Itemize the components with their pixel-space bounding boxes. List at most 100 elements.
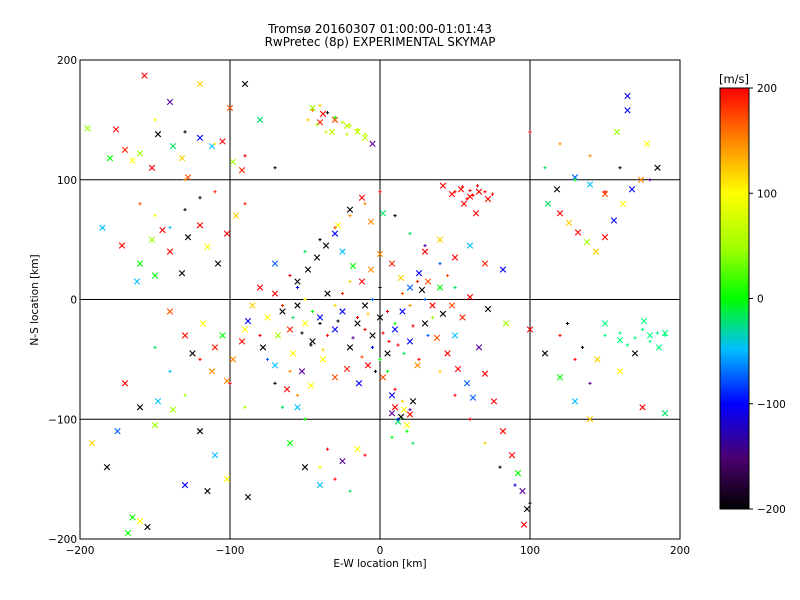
data-point-plus [400,291,405,296]
data-point-plus [321,348,325,352]
data-point-x [307,382,315,389]
data-point-plus [153,345,157,349]
data-point-x [279,308,286,315]
x-tick-label: 0 [377,545,384,557]
data-point-x [346,344,354,351]
data-point-plus [280,303,285,308]
data-point-x [322,242,330,249]
data-point-x [628,186,636,193]
data-point-plus [438,261,442,266]
data-point-x [136,150,144,157]
data-point-plus [363,132,367,136]
data-point-plus [603,333,607,338]
data-point-plus [265,357,270,361]
data-point-x [154,398,162,405]
data-point-x [592,248,600,255]
data-point-plus [405,429,409,433]
x-tick-label: 200 [670,545,690,557]
data-point-plus [648,178,652,182]
data-point-x [301,463,309,471]
data-point-x [466,293,474,301]
data-point-x [397,274,405,282]
data-point-x [244,317,252,325]
colorbar-tick-label: 200 [757,83,777,95]
data-point-x [184,174,192,181]
data-point-x [439,182,447,189]
data-point-x [294,278,301,285]
data-point-plus [648,339,652,344]
data-point-x [361,134,369,142]
data-point-x [232,212,240,219]
data-point-x [523,505,531,513]
data-point-plus [573,357,577,361]
data-point-plus [303,250,307,254]
plot-frame [79,59,681,540]
data-point-x [379,210,387,217]
data-point-x [343,122,351,130]
data-point-plus [325,447,330,451]
data-point-x [451,332,459,339]
y-axis-ticks: −200 −100 0 100 200 [48,55,77,546]
data-point-x [499,428,507,435]
data-point-plus [138,202,142,206]
data-point-plus [348,124,352,128]
data-point-plus [475,184,480,188]
data-point-x [148,164,156,171]
data-point-plus [400,399,405,403]
data-point-plus [411,324,415,328]
data-point-plus [325,111,330,115]
data-point-x [571,174,579,181]
data-point-plus [385,369,390,373]
data-point-x [136,404,144,411]
data-point-x [241,80,249,88]
data-point-x [256,116,264,124]
colorbar-tick-label: −100 [757,399,786,411]
data-point-x [84,125,91,132]
data-point-x [637,176,645,183]
data-point-x [148,236,156,243]
data-point-x [331,326,339,333]
data-point-plus [345,132,349,136]
data-point-plus [385,309,390,314]
data-point-x [178,269,186,277]
data-point-plus [402,351,406,355]
data-point-x [112,126,120,133]
data-point-plus [408,408,412,412]
data-point-x [459,314,466,321]
data-point-plus [438,369,442,373]
data-point-plus [663,333,667,338]
data-point-x [379,374,387,381]
data-point-plus [153,118,157,122]
data-point-plus [468,417,472,421]
data-point-x [304,266,312,273]
data-point-plus [426,333,430,338]
data-point-x [619,200,627,207]
data-point-x [334,222,342,229]
data-point-x [166,98,174,106]
data-point-x [654,164,661,171]
data-point-x [346,206,354,213]
data-point-plus [430,315,435,320]
data-point-x [388,260,396,267]
data-point-x [541,350,549,357]
data-point-x [208,368,216,375]
data-point-x [448,302,456,309]
data-point-x [159,226,166,234]
data-point-x [204,243,211,250]
data-point-x [223,475,231,483]
data-point-plus [183,393,187,397]
data-point-x [169,143,177,150]
data-point-x [571,398,579,405]
data-point-plus [396,417,400,421]
data-point-x [286,326,294,333]
data-point-x [367,218,375,225]
data-point-plus [291,315,295,320]
data-point-x [526,326,534,333]
data-point-x [354,445,361,453]
data-point-x [211,451,219,459]
data-point-plus [288,273,292,278]
data-point-x [444,350,451,357]
data-point-x [490,398,498,405]
colorbar-label: [m/s] [719,72,749,86]
data-point-x [226,104,234,112]
